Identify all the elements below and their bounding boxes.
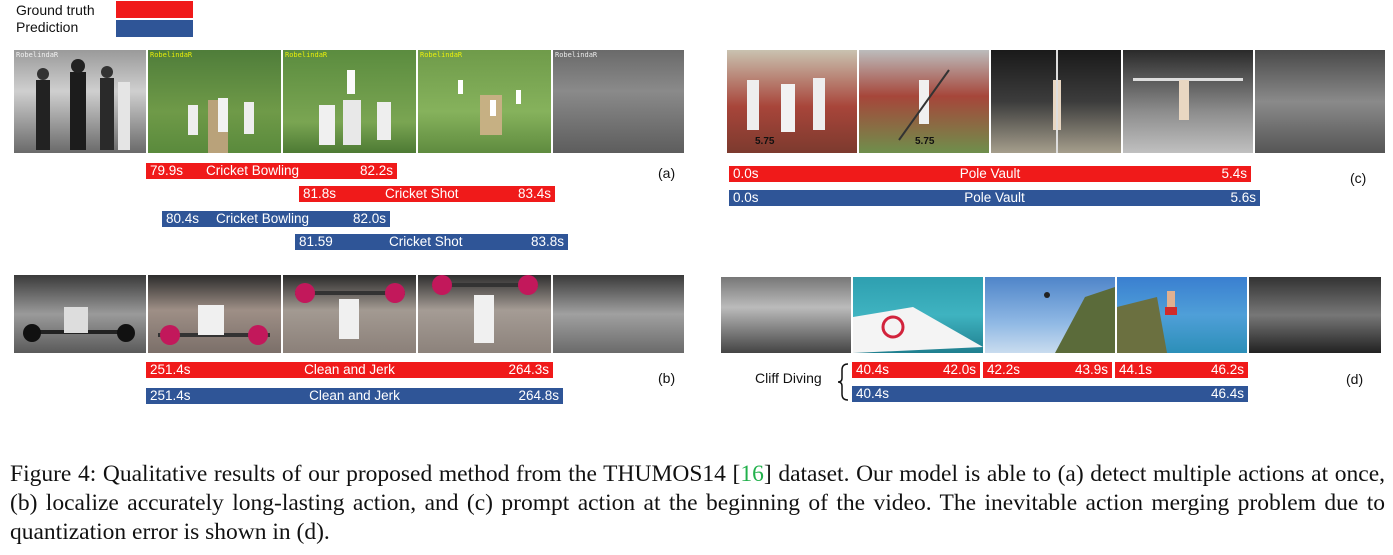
bar-start-time: 79.9s <box>150 163 184 178</box>
frame-b5-lifter-gray <box>553 275 684 353</box>
pred-bar-cricket-bowling: 80.4s Cricket Bowling 82.0s <box>162 211 390 227</box>
frame-c3-vault <box>991 50 1121 153</box>
bar-start-time: 44.1s <box>1119 362 1153 377</box>
bar-action-name: Cricket Shot <box>389 234 463 249</box>
frame-d2-platform <box>853 277 983 353</box>
citation-link[interactable]: 16 <box>740 461 764 487</box>
panel-label-c: (c) <box>1350 170 1367 186</box>
bar-start-time: 81.8s <box>303 186 337 201</box>
bar-start-time: 81.59 <box>299 234 333 249</box>
panel-label-a: (a) <box>658 165 676 181</box>
pred-bar-clean-and-jerk: 251.4s Clean and Jerk 264.8s <box>146 388 563 404</box>
legend-prediction-swatch <box>116 20 193 37</box>
frame-c4-bar-clear <box>1123 50 1253 153</box>
gt-bar-cricket-shot: 81.8s Cricket Shot 83.4s <box>299 186 555 202</box>
bar-end-time: 264.3s <box>508 362 549 377</box>
frame-strip-d <box>721 277 1385 353</box>
pred-bar-pole-vault: 0.0s Pole Vault 5.6s <box>729 190 1260 206</box>
frame-strip-a: RobelindaR RobelindaR RobelindaR Robelin… <box>14 50 688 153</box>
pred-bar-cliff-diving: 40.4s 46.4s <box>852 386 1248 402</box>
frame-height-marker: 5.75 <box>755 136 775 147</box>
gt-bar-cliff-diving-1: 40.4s 42.0s <box>852 362 980 378</box>
frame-c1-runup: 5.75 <box>727 50 857 153</box>
bar-action-name: Pole Vault <box>959 166 1021 181</box>
bar-start-time: 40.4s <box>856 386 890 401</box>
class-name-label: Cliff Diving <box>755 370 822 386</box>
gt-bar-cliff-diving-2: 42.2s 43.9s <box>983 362 1112 378</box>
frame-watermark: RobelindaR <box>16 51 59 59</box>
bar-start-time: 0.0s <box>733 190 759 205</box>
frame-a4-cricket-wide: RobelindaR <box>418 50 551 153</box>
bar-start-time: 40.4s <box>856 362 890 377</box>
bar-start-time: 0.0s <box>733 166 759 181</box>
frame-d1-crowd-gray <box>721 277 851 353</box>
frame-b2-lifter-pull <box>148 275 281 353</box>
frame-strip-b <box>14 275 688 353</box>
frame-strip-c: 5.75 5.75 <box>727 50 1385 153</box>
panel-label-d: (d) <box>1346 371 1364 387</box>
gt-bar-pole-vault: 0.0s Pole Vault 5.4s <box>729 166 1251 182</box>
bar-end-time: 46.4s <box>1210 386 1244 401</box>
bar-end-time: 5.6s <box>1230 190 1256 205</box>
bar-start-time: 251.4s <box>150 362 191 377</box>
caption-suffix: ] dataset. Our model is able to (a) dete… <box>10 461 1385 545</box>
frame-b4-lifter-jerk <box>418 275 551 353</box>
bar-action-name: Cricket Shot <box>385 186 459 201</box>
bar-action-name: Cricket Bowling <box>216 211 310 226</box>
figure-caption: Figure 4: Qualitative results of our pro… <box>10 460 1385 547</box>
bar-start-time: 80.4s <box>166 211 200 226</box>
bar-end-time: 82.2s <box>359 163 393 178</box>
frame-b1-lifter-gray <box>14 275 146 353</box>
gt-bar-cricket-bowling: 79.9s Cricket Bowling 82.2s <box>146 163 397 179</box>
bar-end-time: 42.0s <box>942 362 976 377</box>
bar-end-time: 83.4s <box>517 186 551 201</box>
frame-b3-lifter-clean <box>283 275 416 353</box>
panel-label-b: (b) <box>658 370 676 386</box>
frame-watermark: RobelindaR <box>285 51 328 59</box>
bar-start-time: 251.4s <box>150 388 191 403</box>
frame-d3-sky-cliff <box>985 277 1115 353</box>
bar-end-time: 83.8s <box>530 234 564 249</box>
legend-ground-truth-swatch <box>116 1 193 18</box>
bar-action-name: Pole Vault <box>964 190 1025 205</box>
bar-end-time: 46.2s <box>1210 362 1244 377</box>
frame-d5-water-gray <box>1249 277 1381 353</box>
gt-bar-clean-and-jerk: 251.4s Clean and Jerk 264.3s <box>146 362 553 378</box>
frame-d4-dive-midair <box>1117 277 1247 353</box>
frame-height-marker: 5.75 <box>915 136 935 147</box>
caption-prefix: Figure 4: Qualitative results of our pro… <box>10 461 741 487</box>
legend-ground-truth-label: Ground truth <box>16 2 95 18</box>
legend-prediction-label: Prediction <box>16 19 79 35</box>
curly-brace-icon <box>837 363 849 401</box>
bar-end-time: 5.4s <box>1221 166 1247 181</box>
bar-start-time: 42.2s <box>987 362 1021 377</box>
bar-action-name: Cricket Bowling <box>206 163 300 178</box>
frame-watermark: RobelindaR <box>555 51 598 59</box>
bar-action-name: Clean and Jerk <box>304 362 395 377</box>
bar-action-name: Clean and Jerk <box>309 388 400 403</box>
frame-a1-umpires: RobelindaR <box>14 50 146 153</box>
frame-c2-plant: 5.75 <box>859 50 989 153</box>
frame-a5-stadium-gray: RobelindaR <box>553 50 684 153</box>
frame-c5-crowd-gray <box>1255 50 1385 153</box>
frame-a2-cricket-field: RobelindaR <box>148 50 281 153</box>
gt-bar-cliff-diving-3: 44.1s 46.2s <box>1115 362 1248 378</box>
bar-end-time: 264.8s <box>518 388 559 403</box>
bar-end-time: 43.9s <box>1074 362 1108 377</box>
pred-bar-cricket-shot: 81.59 Cricket Shot 83.8s <box>295 234 568 250</box>
frame-a3-cricket-batsman: RobelindaR <box>283 50 416 153</box>
frame-watermark: RobelindaR <box>150 51 193 59</box>
frame-watermark: RobelindaR <box>420 51 463 59</box>
bar-end-time: 82.0s <box>352 211 386 226</box>
